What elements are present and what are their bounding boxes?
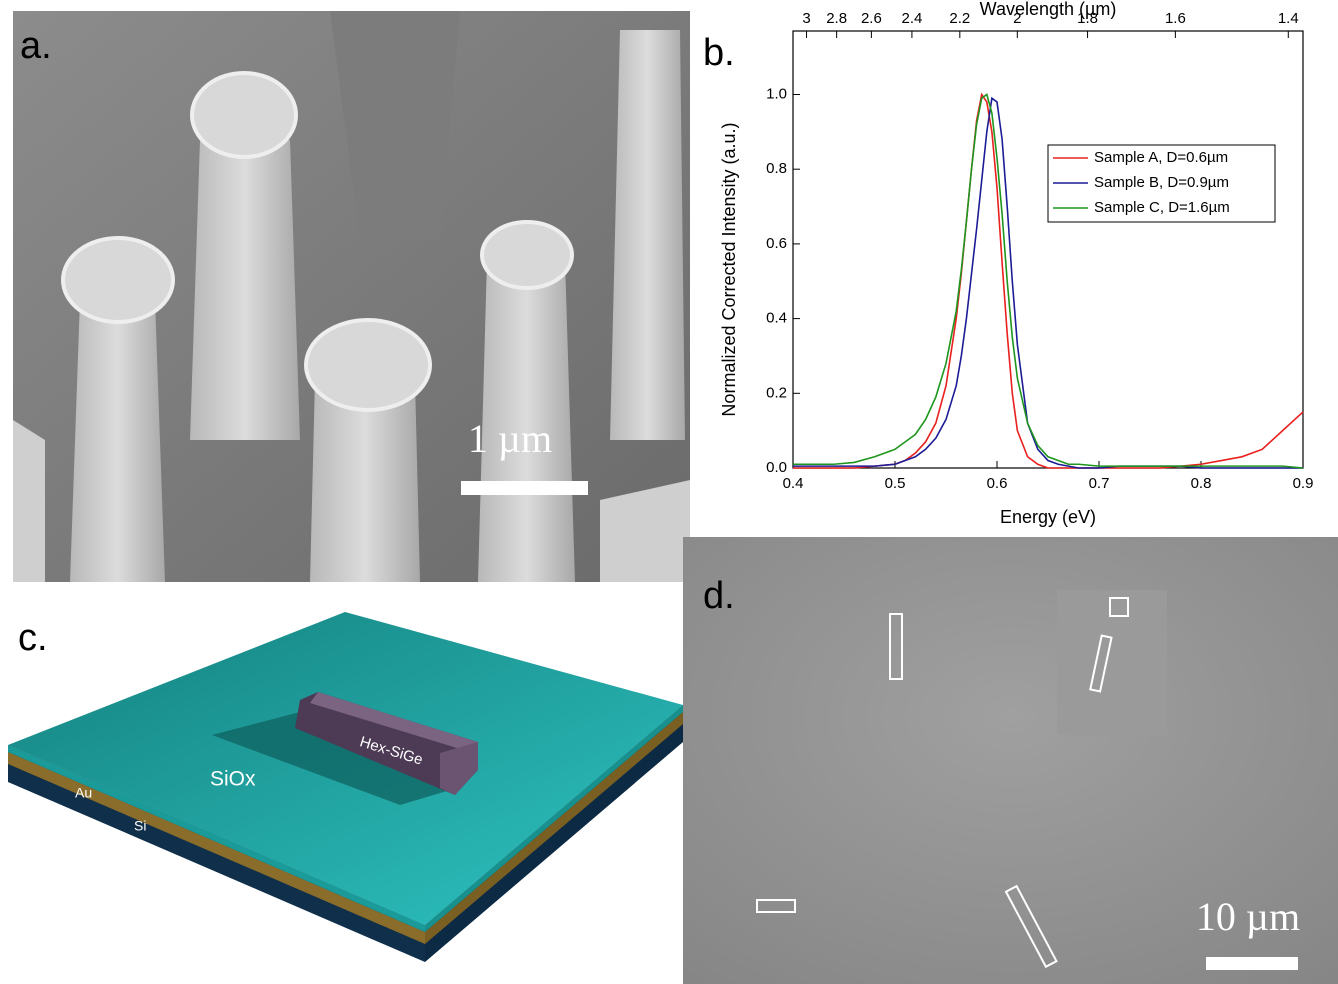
layer-label: SiOx [210, 768, 256, 791]
y-tick-label: 0.2 [766, 384, 787, 401]
y-tick-label: 0.8 [766, 160, 787, 177]
panel-d: 10 µm d. [683, 537, 1338, 984]
y-tick-label: 0.0 [766, 459, 787, 476]
x-tick-label: 0.7 [1089, 475, 1110, 492]
scale-label: 10 µm [1196, 894, 1300, 939]
pillar-top [306, 320, 430, 410]
y-axis-label: Normalized Corrected Intensity (a.u.) [719, 122, 739, 416]
x-tick-label: 0.4 [783, 475, 804, 492]
plot-frame [793, 31, 1303, 468]
x-tick-label: 0.9 [1293, 475, 1314, 492]
x2-tick-label: 1.6 [1165, 10, 1186, 27]
figure: 1 µm a. b. 0.4 0.5 0.6 0.7 0.8 0.9 0.0 0.2 0.4 0.… [0, 0, 1338, 984]
panel-c: Hex-SiGe SiOx Au Si c. [8, 612, 683, 962]
scale-label: 1 µm [468, 416, 552, 461]
legend-label: Sample A, D=0.6µm [1094, 149, 1228, 166]
legend-label: Sample C, D=1.6µm [1094, 199, 1230, 216]
x2-tick-label: 1.4 [1278, 10, 1299, 27]
x-tick-label: 0.5 [885, 475, 906, 492]
panel-label: b. [703, 32, 735, 74]
pillar [70, 300, 165, 582]
x-axis-label: Energy (eV) [1000, 507, 1096, 527]
pillar-top [192, 73, 296, 157]
x2-tick-label: 2.4 [901, 10, 922, 27]
y-tick-label: 0.4 [766, 310, 787, 327]
pillar [13, 420, 45, 582]
x2-tick-label: 2.6 [861, 10, 882, 27]
pillar-top [63, 238, 173, 322]
panel-label: d. [703, 575, 735, 617]
x2-tick-label: 3 [802, 10, 810, 27]
legend-label: Sample B, D=0.9µm [1094, 174, 1229, 191]
x-tick-label: 0.6 [987, 475, 1008, 492]
exposed-region [1057, 590, 1167, 735]
x2-tick-label: 2.8 [826, 10, 847, 27]
panel-label: a. [20, 25, 52, 67]
panel-b: b. 0.4 0.5 0.6 0.7 0.8 0.9 0.0 0.2 0.4 0.6 0.8 1.0 3… [703, 0, 1313, 527]
x2-tick-label: 2.2 [949, 10, 970, 27]
scale-bar [1206, 957, 1298, 970]
pillar [190, 140, 300, 440]
layer-label: Si [134, 818, 146, 834]
pillar [610, 30, 685, 440]
layer-label: Au [75, 785, 92, 801]
y-tick-label: 1.0 [766, 85, 787, 102]
pillar-top [482, 222, 572, 288]
panel-a: 1 µm a. [13, 11, 690, 582]
x-tick-label: 0.8 [1191, 475, 1212, 492]
y-tick-label: 0.6 [766, 235, 787, 252]
x2-axis-label: Wavelength (µm) [980, 0, 1117, 19]
panel-label: c. [18, 617, 48, 659]
scale-bar [461, 481, 588, 495]
